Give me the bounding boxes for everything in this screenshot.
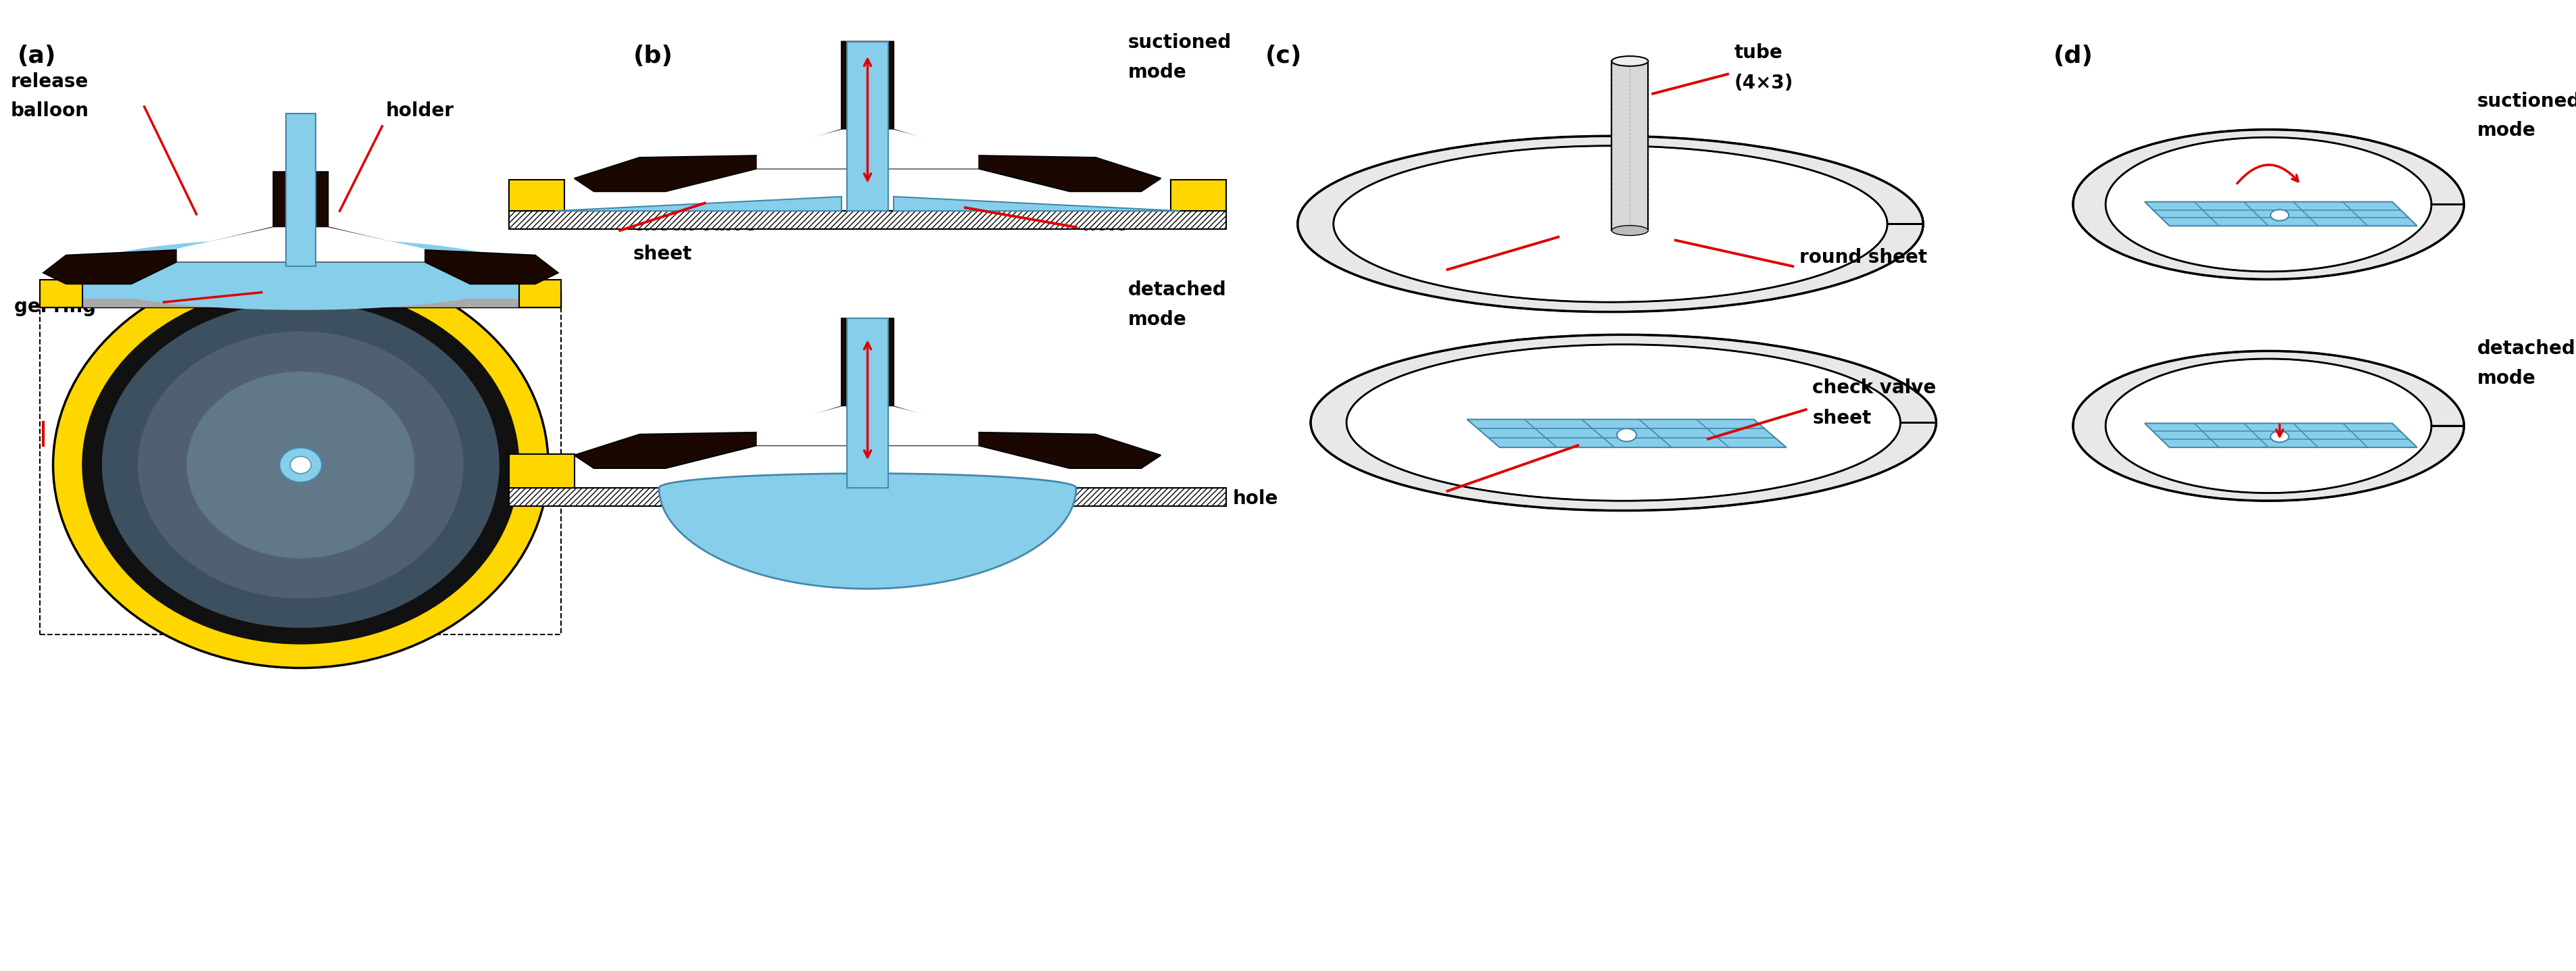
Text: sheet: sheet bbox=[1811, 409, 1870, 428]
Polygon shape bbox=[574, 42, 1159, 191]
Bar bbox=[1170, 180, 1226, 211]
Text: release: release bbox=[10, 72, 88, 91]
Text: balloon: balloon bbox=[10, 102, 90, 120]
Text: suctioned: suctioned bbox=[2476, 92, 2576, 111]
Ellipse shape bbox=[1618, 428, 1636, 442]
Ellipse shape bbox=[2269, 431, 2287, 442]
Bar bbox=[41, 280, 82, 308]
Polygon shape bbox=[44, 172, 559, 284]
Text: mode: mode bbox=[1128, 62, 1188, 82]
Polygon shape bbox=[2143, 202, 2416, 226]
Polygon shape bbox=[659, 474, 1077, 588]
Polygon shape bbox=[2074, 351, 2463, 501]
Text: sheet: sheet bbox=[634, 245, 693, 264]
Text: mode: mode bbox=[2476, 369, 2535, 387]
Polygon shape bbox=[757, 406, 979, 446]
Text: detached: detached bbox=[1128, 281, 1226, 300]
Polygon shape bbox=[757, 129, 979, 169]
Text: mode: mode bbox=[1128, 310, 1188, 329]
Text: (c): (c) bbox=[1265, 45, 1301, 68]
Polygon shape bbox=[894, 196, 1180, 211]
Bar bbox=[41, 295, 562, 634]
Text: round sheet: round sheet bbox=[1798, 249, 1927, 267]
Text: check valve: check valve bbox=[634, 216, 757, 235]
Ellipse shape bbox=[2269, 210, 2287, 220]
Polygon shape bbox=[2074, 129, 2463, 280]
Ellipse shape bbox=[185, 372, 415, 558]
Ellipse shape bbox=[278, 448, 322, 483]
Text: suctioned: suctioned bbox=[1128, 33, 1231, 52]
Text: check valve: check valve bbox=[1811, 379, 1935, 397]
Text: holder: holder bbox=[386, 102, 453, 120]
Bar bbox=[1610, 61, 1649, 230]
Text: (d): (d) bbox=[2053, 45, 2092, 68]
Text: gel ring: gel ring bbox=[13, 297, 95, 316]
Ellipse shape bbox=[72, 238, 528, 310]
Polygon shape bbox=[1298, 136, 1922, 312]
Bar bbox=[72, 274, 528, 299]
Polygon shape bbox=[178, 227, 425, 262]
Ellipse shape bbox=[1610, 56, 1649, 66]
Polygon shape bbox=[574, 318, 1159, 468]
Text: mode: mode bbox=[2476, 121, 2535, 140]
Bar bbox=[848, 318, 889, 487]
Text: (4×3): (4×3) bbox=[1734, 74, 1793, 92]
Polygon shape bbox=[1466, 419, 1785, 448]
Ellipse shape bbox=[54, 262, 549, 668]
Text: hole: hole bbox=[1231, 489, 1278, 508]
Polygon shape bbox=[2143, 423, 2416, 448]
Text: hole: hole bbox=[1082, 216, 1128, 235]
Text: (a): (a) bbox=[18, 45, 57, 68]
Polygon shape bbox=[554, 196, 842, 211]
Ellipse shape bbox=[291, 456, 312, 474]
Bar bbox=[510, 211, 1226, 229]
Ellipse shape bbox=[1610, 225, 1649, 236]
Bar bbox=[510, 453, 574, 487]
Text: (b): (b) bbox=[634, 45, 672, 68]
Bar bbox=[41, 290, 562, 308]
Polygon shape bbox=[1311, 335, 1935, 511]
Ellipse shape bbox=[82, 286, 518, 644]
Bar bbox=[510, 487, 1226, 506]
Bar bbox=[510, 180, 564, 211]
Ellipse shape bbox=[137, 331, 464, 598]
Ellipse shape bbox=[103, 302, 500, 628]
Text: detached: detached bbox=[2476, 340, 2576, 358]
Text: tube: tube bbox=[1734, 43, 1783, 62]
Bar bbox=[518, 280, 562, 308]
Bar bbox=[286, 114, 317, 266]
Bar bbox=[848, 42, 889, 211]
